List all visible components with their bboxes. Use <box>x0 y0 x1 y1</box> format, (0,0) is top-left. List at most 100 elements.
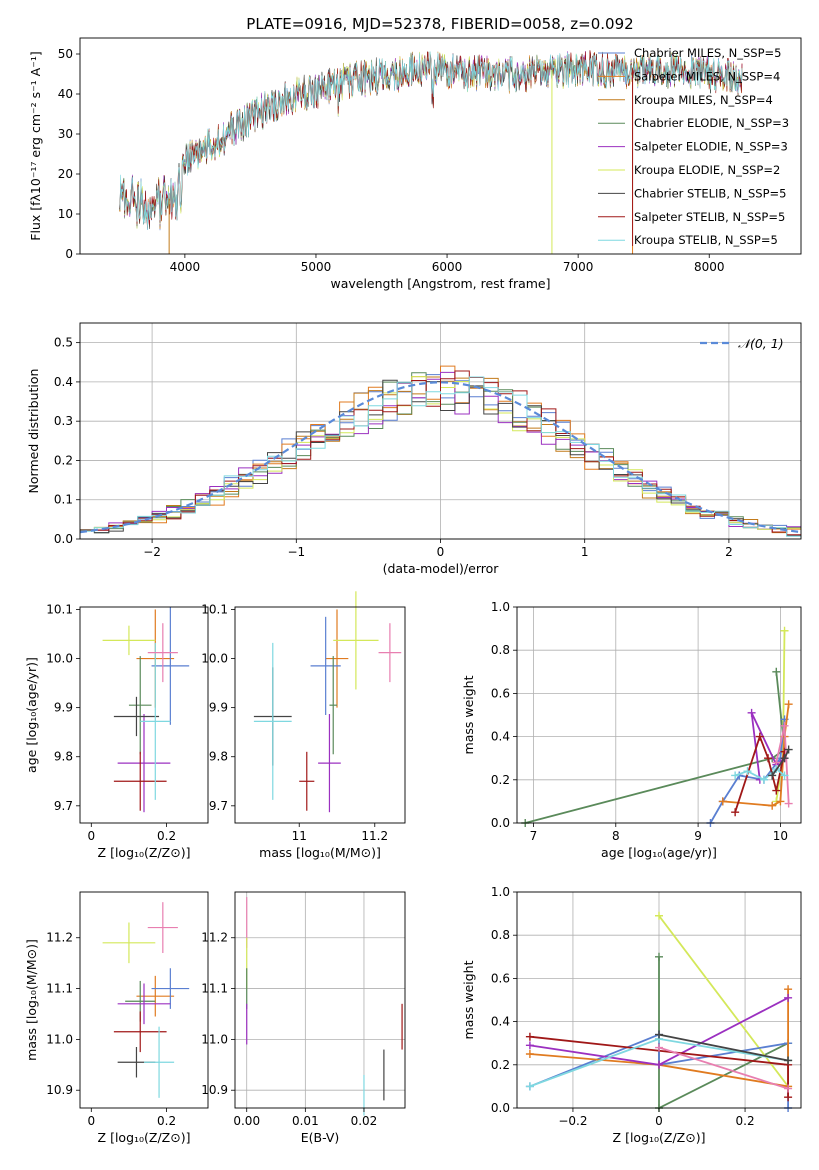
plot-frame <box>516 606 802 824</box>
data-point <box>310 616 341 715</box>
y-tick-label: 11.2 <box>46 931 73 945</box>
series-line <box>658 1046 789 1090</box>
weight-line <box>731 765 789 784</box>
x-axis-label: Z [log₁₀(Z/Z⊙)] <box>98 1130 191 1145</box>
plot-frame <box>79 891 209 1109</box>
plot-frame <box>234 891 406 1109</box>
error-bars <box>253 591 402 813</box>
point-marker <box>525 1050 534 1058</box>
y-axis-label: mass [log₁₀(M/M⊙)] <box>24 939 39 1061</box>
data-point <box>325 609 349 708</box>
data-point <box>136 975 175 1017</box>
point-marker <box>747 708 756 717</box>
point-marker <box>768 801 777 810</box>
plot-area <box>517 891 801 1112</box>
y-tick-label: 11.1 <box>46 982 73 996</box>
x-tick-label: 9 <box>694 829 702 843</box>
legend-entry: Salpeter STELIB, N_SSP=5 <box>634 210 785 224</box>
y-tick-label: 9.7 <box>209 799 228 813</box>
point-marker <box>780 771 789 780</box>
point-marker <box>655 1043 663 1052</box>
y-tick-label: 11.2 <box>201 931 228 945</box>
series-line <box>119 51 743 230</box>
data-point <box>151 607 190 725</box>
y-tick-label: 0.0 <box>54 532 73 546</box>
point-marker <box>655 952 663 961</box>
plot-area <box>235 892 405 1116</box>
data-point <box>117 714 171 813</box>
x-tick-label: 8 <box>612 829 620 843</box>
y-axis-label: mass weight <box>461 960 476 1039</box>
plot-frame <box>79 322 802 540</box>
x-tick-label: −1 <box>287 545 305 559</box>
point-marker <box>655 911 663 920</box>
y-tick-label: 1.0 <box>491 600 510 614</box>
y-tick-label: 0.3 <box>54 414 73 428</box>
point-marker <box>780 626 789 635</box>
x-tick-label: 0.00 <box>233 1114 260 1128</box>
legend-entry: Kroupa STELIB, N_SSP=5 <box>634 233 778 247</box>
x-axis-label: Z [log₁₀(Z/Z⊙)] <box>98 845 191 860</box>
plot-frame <box>79 606 209 824</box>
plot-area <box>119 50 743 254</box>
y-tick-label: 0.4 <box>491 1015 510 1029</box>
ticks: 0.00 0.01 0.02 10.9 11.0 11.1 11.2 <box>201 931 377 1128</box>
data-point <box>113 1011 167 1053</box>
ticks: 0 0.2 9.7 9.8 9.9 10.0 10.1 <box>46 602 176 843</box>
y-tick-label: 10.9 <box>46 1083 73 1097</box>
plot-frame <box>516 891 802 1109</box>
age-vs-metallicity-panel: 0 0.2 9.7 9.8 9.9 10.0 10.1 Z [log₁₀(Z/Z⊙)] age … <box>24 602 209 860</box>
series-line <box>658 915 789 1087</box>
x-tick-label: 2 <box>725 545 733 559</box>
y-tick-label: 20 <box>58 167 73 181</box>
data-point <box>144 1026 175 1098</box>
plot-frame <box>234 606 406 824</box>
data-point <box>113 696 160 737</box>
y-tick-label: 10.0 <box>46 652 73 666</box>
plot-area <box>517 606 801 827</box>
point-marker <box>784 745 793 754</box>
x-tick-label: −2 <box>143 545 161 559</box>
y-tick-label: 0.5 <box>54 336 73 350</box>
plot-frame <box>79 37 802 255</box>
point-marker <box>772 786 781 795</box>
point-marker <box>768 771 777 780</box>
point-marker <box>755 732 764 741</box>
series-line <box>658 1033 789 1062</box>
legend-entry: Kroupa ELODIE, N_SSP=2 <box>634 163 780 177</box>
y-axis-label: mass weight <box>461 675 476 754</box>
y-tick-label: 9.8 <box>54 750 73 764</box>
plot-area <box>102 902 190 1098</box>
y-tick-label: 9.7 <box>54 799 73 813</box>
plot-area <box>253 591 402 813</box>
series-line <box>524 671 786 824</box>
point-marker <box>784 993 793 1002</box>
x-axis-label: E(B-V) <box>301 1130 340 1145</box>
point-marker <box>784 985 793 994</box>
error-bars <box>102 607 190 813</box>
x-tick-label: 0.02 <box>351 1114 378 1128</box>
series-line <box>529 989 789 1088</box>
mass-vs-metallicity-panel: 0 0.2 10.9 11.0 11.1 11.2 Z [log₁₀(Z/Z⊙)] mass … <box>24 891 209 1145</box>
ticks: 0 0.2 10.9 11.0 11.1 11.2 <box>46 931 176 1128</box>
point-marker <box>780 721 789 730</box>
series-line <box>658 956 789 1110</box>
x-tick-label: 0.01 <box>292 1114 319 1128</box>
age-vs-mass-panel: 11 11.2 9.7 9.8 9.9 10.0 10.1 mass [log₁₀(M/M⊙)… <box>201 591 406 860</box>
data-point <box>102 625 156 656</box>
x-axis-label: Z [log₁₀(Z/Z⊙)] <box>613 1130 706 1145</box>
y-tick-label: 10.9 <box>201 1083 228 1097</box>
y-tick-label: 11.0 <box>201 1032 228 1046</box>
histogram-series <box>80 376 801 537</box>
y-tick-label: 30 <box>58 127 73 141</box>
x-tick-label: 1 <box>581 545 589 559</box>
legend-entry: Salpeter MILES, N_SSP=4 <box>634 69 780 83</box>
plot-area <box>80 323 801 540</box>
y-tick-label: 1.0 <box>491 885 510 899</box>
point-marker <box>655 1030 663 1039</box>
point-marker <box>743 767 752 776</box>
point-marker <box>525 1041 534 1050</box>
point-marker <box>525 1082 534 1091</box>
y-tick-label: 0.2 <box>491 1058 510 1072</box>
